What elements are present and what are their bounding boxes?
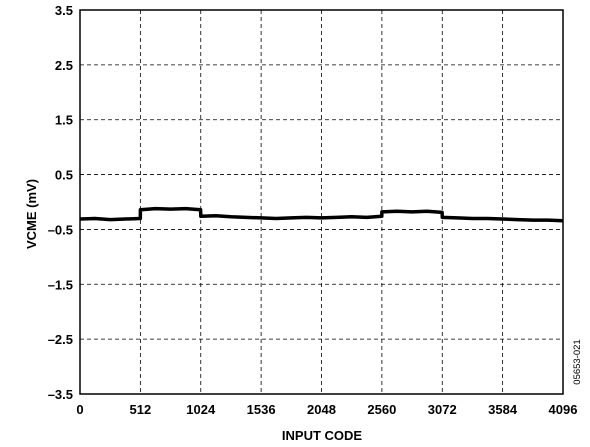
x-tick-label: 512 — [130, 402, 152, 417]
x-axis-ticks: 0 512 1024 1536 2048 2560 3072 3584 4096 — [76, 402, 577, 417]
y-tick-label: 2.5 — [55, 58, 73, 73]
y-tick-label: 0.5 — [55, 168, 73, 183]
x-tick-label: 4096 — [549, 402, 578, 417]
series-layer — [79, 206, 564, 223]
figure-code: 05653-021 — [572, 339, 583, 384]
y-axis-title: VCME (mV) — [24, 179, 39, 249]
series-line — [79, 206, 564, 223]
y-tick-label: –3.5 — [48, 387, 73, 402]
y-tick-label: –0.5 — [48, 222, 73, 237]
x-tick-label: 2048 — [307, 402, 336, 417]
x-tick-label: 3072 — [428, 402, 457, 417]
y-tick-label: 3.5 — [55, 3, 73, 18]
y-tick-label: 1.5 — [55, 113, 73, 128]
x-axis-title: INPUT CODE — [282, 428, 363, 443]
x-tick-label: 0 — [76, 402, 83, 417]
y-axis-ticks: 3.5 2.5 1.5 0.5 –0.5 –1.5 –2.5 –3.5 — [48, 3, 73, 402]
grid-lines — [80, 10, 563, 394]
y-tick-label: –1.5 — [48, 277, 73, 292]
plot-frame — [79, 9, 564, 395]
y-tick-label: –2.5 — [48, 332, 73, 347]
x-tick-label: 1024 — [186, 402, 216, 417]
x-tick-label: 1536 — [247, 402, 276, 417]
x-tick-label: 3584 — [488, 402, 518, 417]
x-tick-label: 2560 — [367, 402, 396, 417]
